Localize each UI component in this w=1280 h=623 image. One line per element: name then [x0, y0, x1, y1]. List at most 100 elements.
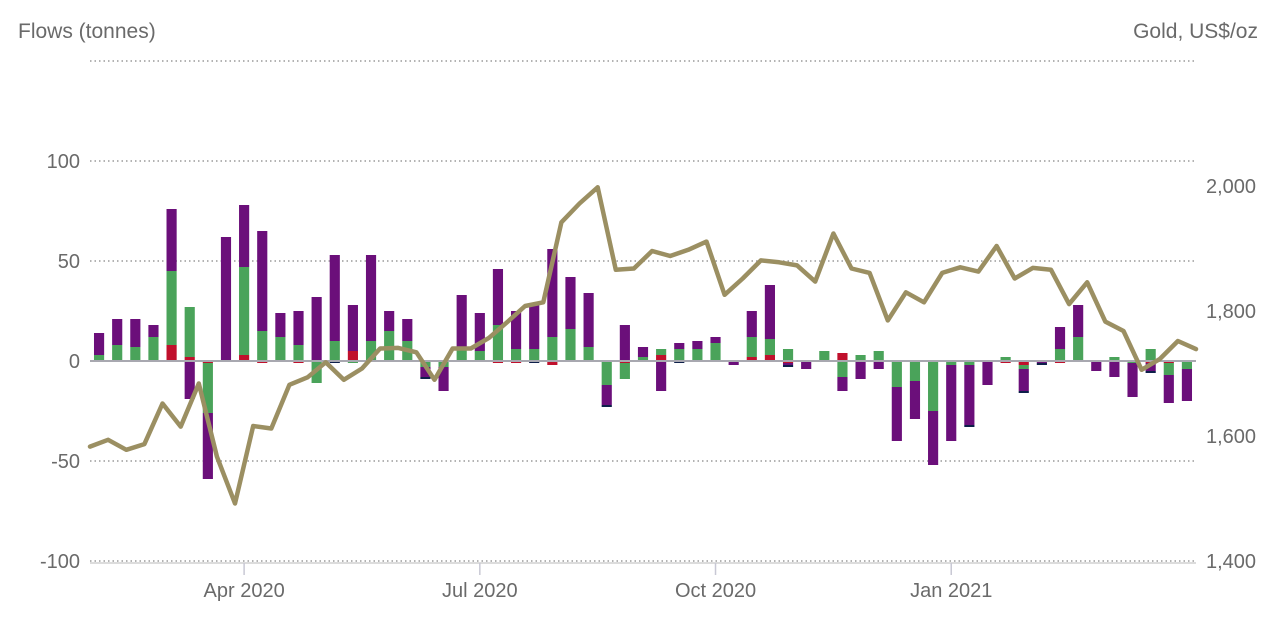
- bar-segment: [819, 351, 830, 361]
- bar-segment: [782, 363, 794, 365]
- bar-segment: [674, 349, 685, 361]
- bar-segment: [420, 367, 431, 377]
- bar-segment: [220, 237, 232, 361]
- axes: 100 50 0 -50 -100 2,000 1,800 1,600 1,400 Apr 202…: [40, 151, 1256, 602]
- bar-segment: [1054, 349, 1066, 361]
- bar-segment: [438, 367, 449, 391]
- bar-segment: [511, 311, 522, 349]
- bar-segment: [982, 361, 993, 385]
- bar-segment: [275, 313, 286, 337]
- bar-segment: [293, 345, 304, 361]
- bar-segment: [637, 347, 649, 357]
- bar-segment: [130, 347, 141, 361]
- bar-segment: [1018, 361, 1029, 365]
- bar-segment: [909, 381, 921, 419]
- bar-segment: [1073, 337, 1084, 361]
- bar-segment: [365, 341, 377, 361]
- price-line-layer: [87, 185, 1199, 506]
- bar-segment: [1163, 375, 1174, 403]
- bar-segment: [239, 267, 250, 355]
- grid-lines: [90, 60, 1196, 562]
- bar-segment: [1145, 371, 1156, 373]
- bar-segment: [93, 355, 105, 361]
- bar-segment: [329, 341, 340, 361]
- y-left-tick-label: 100: [47, 151, 80, 173]
- bar-segment: [275, 337, 286, 361]
- bar-segment: [782, 349, 794, 361]
- bar-segment: [728, 361, 739, 365]
- bar-segment: [547, 249, 558, 337]
- bar-segment: [1073, 305, 1084, 337]
- gold-price-line: [87, 185, 1199, 506]
- bar-segment: [891, 387, 902, 441]
- bar-segment: [656, 355, 667, 361]
- bar-segment: [166, 209, 177, 271]
- bar-segment: [474, 351, 485, 361]
- y-right-tick-label: 1,800: [1206, 301, 1256, 323]
- bar-segment: [1036, 363, 1047, 365]
- y-left-tick-label: 50: [58, 251, 80, 273]
- x-tick-label: Jul 2020: [442, 580, 518, 602]
- bar-segment: [964, 361, 975, 365]
- bar-segment: [93, 333, 105, 355]
- bar-segment: [746, 357, 757, 361]
- bar-segment: [1018, 369, 1029, 391]
- bar-segment: [873, 361, 884, 369]
- y-left-tick-label: -100: [40, 551, 80, 573]
- bar-segment: [329, 255, 340, 341]
- bar-segment: [347, 351, 358, 361]
- bar-segment: [746, 311, 757, 337]
- bar-segment: [456, 347, 467, 361]
- bar-segment: [855, 361, 866, 379]
- bar-segment: [547, 337, 558, 361]
- bar-segment: [782, 365, 794, 367]
- bar-segment: [891, 361, 902, 387]
- bar-segment: [583, 347, 594, 361]
- bar-segment: [764, 339, 775, 355]
- bar-segment: [1018, 391, 1029, 393]
- bar-segment: [1109, 357, 1120, 361]
- y-right-tick-label: 1,400: [1206, 551, 1256, 573]
- bar-segment: [492, 269, 504, 325]
- bar-segment: [1145, 349, 1156, 361]
- bar-segment: [601, 385, 612, 405]
- bar-segment: [801, 361, 812, 369]
- bar-segment: [511, 349, 522, 361]
- bar-segment: [293, 311, 304, 345]
- bar-segment: [710, 343, 721, 361]
- bar-segment: [764, 285, 775, 339]
- y-axis-left-title: Flows (tonnes): [18, 20, 156, 43]
- bar-segment: [1000, 357, 1011, 361]
- x-tick-label: Jan 2021: [910, 580, 992, 602]
- bar-segment: [909, 361, 921, 381]
- bar-segment: [112, 319, 123, 345]
- bar-segment: [529, 349, 540, 361]
- bar-segment: [1018, 365, 1029, 369]
- bar-segment: [837, 361, 848, 377]
- bar-segment: [420, 377, 431, 379]
- bar-segment: [257, 331, 268, 361]
- bar-segment: [112, 345, 123, 361]
- bar-segment: [619, 363, 630, 379]
- y-left-tick-label: -50: [51, 451, 80, 473]
- bar-segment: [474, 313, 485, 351]
- bar-segment: [130, 319, 141, 347]
- bar-segment: [637, 357, 649, 361]
- bar-segment: [855, 355, 866, 361]
- bar-segment: [239, 205, 250, 267]
- bar-segment: [1109, 361, 1120, 377]
- bar-segment: [1181, 369, 1193, 401]
- bar-segment: [184, 307, 195, 357]
- bar-segment: [529, 303, 540, 349]
- bar-segment: [166, 345, 177, 361]
- x-tick-label: Apr 2020: [204, 580, 285, 602]
- bar-segment: [492, 325, 504, 361]
- bar-segment: [347, 305, 358, 351]
- bar-segment: [166, 271, 177, 345]
- bar-segment: [837, 353, 848, 361]
- bar-segment: [148, 325, 159, 337]
- bar-segment: [547, 361, 558, 365]
- bar-segment: [656, 349, 667, 355]
- bar-series: [93, 205, 1193, 479]
